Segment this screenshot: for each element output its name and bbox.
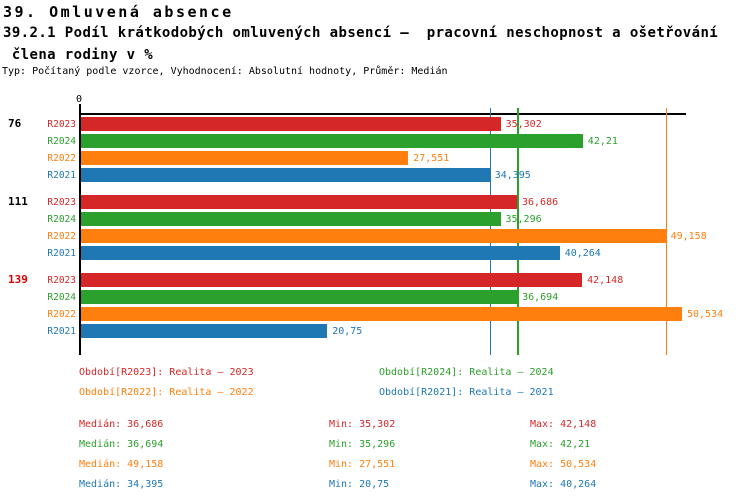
bar-111-R2022 <box>81 229 666 243</box>
bar-value-label: 50,534 <box>687 309 724 320</box>
page-subtitle-line2: člena rodiny v % <box>3 47 154 63</box>
bar-series-label: R2021 <box>47 170 76 181</box>
bar-series-label: R2023 <box>47 119 76 130</box>
bar-value-label: 36,686 <box>522 197 559 208</box>
stat-min-R2021: Min: 20,75 <box>329 479 390 490</box>
bar-139-R2022 <box>81 307 682 321</box>
median-line-R2022 <box>665 108 668 355</box>
group-label-76: 76 <box>8 117 22 130</box>
stat-max-R2022: Max: 50,534 <box>530 459 597 470</box>
page-title: 39. Omluvená absence <box>3 3 234 21</box>
bar-139-R2024 <box>81 290 518 304</box>
bar-76-R2021 <box>81 168 490 182</box>
stat-median-R2023: Medián: 36,686 <box>79 419 164 430</box>
x-axis-zero-label: 0 <box>76 94 83 105</box>
bar-139-R2021 <box>81 324 328 338</box>
stat-max-R2024: Max: 42,21 <box>530 439 591 450</box>
x-axis-line <box>80 113 686 115</box>
bar-value-label: 35,296 <box>505 214 542 225</box>
group-label-111: 111 <box>8 195 28 208</box>
bar-value-label: 42,148 <box>587 275 624 286</box>
legend-item-R2021: Období[R2021]: Realita – 2021 <box>379 387 554 398</box>
bar-76-R2024 <box>81 134 583 148</box>
stat-median-R2022: Medián: 49,158 <box>79 459 164 470</box>
bar-139-R2023 <box>81 273 583 287</box>
bar-111-R2024 <box>81 212 501 226</box>
bar-value-label: 49,158 <box>670 231 707 242</box>
bar-value-label: 42,21 <box>587 136 618 147</box>
bar-series-label: R2022 <box>47 231 76 242</box>
bar-series-label: R2022 <box>47 153 76 164</box>
bar-series-label: R2023 <box>47 197 76 208</box>
bar-value-label: 20,75 <box>332 326 363 337</box>
bar-111-R2023 <box>81 195 517 209</box>
stat-max-R2023: Max: 42,148 <box>530 419 597 430</box>
bar-value-label: 36,694 <box>522 292 559 303</box>
bar-value-label: 27,551 <box>413 153 450 164</box>
legend-item-R2022: Období[R2022]: Realita – 2022 <box>79 387 254 398</box>
bar-series-label: R2024 <box>47 214 76 225</box>
legend-item-R2023: Období[R2023]: Realita – 2023 <box>79 367 254 378</box>
y-axis-line <box>79 104 81 355</box>
bar-value-label: 35,302 <box>505 119 542 130</box>
stat-min-R2023: Min: 35,302 <box>329 419 396 430</box>
group-label-139: 139 <box>8 273 28 286</box>
bar-111-R2021 <box>81 246 560 260</box>
bar-value-label: 40,264 <box>564 248 601 259</box>
stat-min-R2022: Min: 27,551 <box>329 459 396 470</box>
bar-series-label: R2024 <box>47 292 76 303</box>
page-subtitle-line1: 39.2.1 Podíl krátkodobých omluvených abs… <box>3 25 719 41</box>
bar-series-label: R2021 <box>47 248 76 259</box>
bar-series-label: R2024 <box>47 136 76 147</box>
stat-median-R2024: Medián: 36,694 <box>79 439 164 450</box>
stat-median-R2021: Medián: 34,395 <box>79 479 164 490</box>
legend-item-R2024: Období[R2024]: Realita – 2024 <box>379 367 554 378</box>
stat-max-R2021: Max: 40,264 <box>530 479 597 490</box>
bar-series-label: R2022 <box>47 309 76 320</box>
bar-series-label: R2023 <box>47 275 76 286</box>
bar-76-R2022 <box>81 151 409 165</box>
bar-76-R2023 <box>81 117 501 131</box>
bar-series-label: R2021 <box>47 326 76 337</box>
stat-min-R2024: Min: 35,296 <box>329 439 396 450</box>
report-type-info: Typ: Počítaný podle vzorce, Vyhodnocení:… <box>2 66 448 77</box>
bar-value-label: 34,395 <box>494 170 531 181</box>
